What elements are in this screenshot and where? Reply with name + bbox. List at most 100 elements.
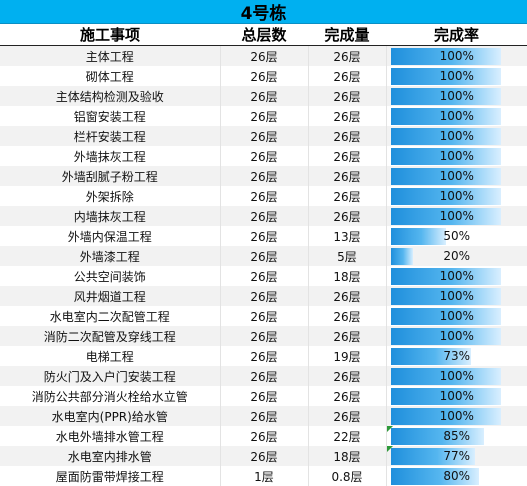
- cell-rate: 100%: [386, 366, 527, 386]
- cell-done: 0.8层: [308, 466, 386, 486]
- cell-total: 26层: [220, 426, 308, 446]
- cell-total: 26层: [220, 86, 308, 106]
- cell-rate: 100%: [386, 86, 527, 106]
- cell-rate: 50%: [386, 226, 527, 246]
- cell-rate: 77%: [386, 446, 527, 466]
- cell-total: 26层: [220, 346, 308, 366]
- cell-rate: 100%: [386, 186, 527, 206]
- building-title: 4号栋: [0, 0, 527, 24]
- rate-value: 100%: [440, 149, 474, 163]
- rate-value: 100%: [440, 209, 474, 223]
- cell-item: 主体结构检测及验收: [0, 86, 220, 106]
- cell-item: 栏杆安装工程: [0, 126, 220, 146]
- cell-done: 26层: [308, 286, 386, 306]
- rate-value: 100%: [440, 189, 474, 203]
- cell-rate: 100%: [386, 146, 527, 166]
- cell-rate: 100%: [386, 386, 527, 406]
- cell-done: 26层: [308, 146, 386, 166]
- cell-rate: 100%: [386, 326, 527, 346]
- cell-done: 26层: [308, 86, 386, 106]
- cell-done: 26层: [308, 126, 386, 146]
- header-row: 施工事项 总层数 完成量 完成率: [0, 24, 527, 46]
- cell-item: 风井烟道工程: [0, 286, 220, 306]
- cell-total: 26层: [220, 306, 308, 326]
- cell-rate: 73%: [386, 346, 527, 366]
- cell-rate: 80%: [386, 466, 527, 486]
- comment-marker-icon: [387, 446, 393, 452]
- cell-done: 22层: [308, 426, 386, 446]
- rate-value: 100%: [440, 69, 474, 83]
- cell-rate: 100%: [386, 406, 527, 426]
- cell-done: 26层: [308, 186, 386, 206]
- cell-rate: 20%: [386, 246, 527, 266]
- cell-done: 26层: [308, 46, 386, 67]
- cell-total: 26层: [220, 66, 308, 86]
- cell-total: 1层: [220, 466, 308, 486]
- cell-item: 消防公共部分消火栓给水立管: [0, 386, 220, 406]
- cell-item: 砌体工程: [0, 66, 220, 86]
- rate-value: 73%: [443, 349, 470, 363]
- cell-rate: 100%: [386, 166, 527, 186]
- cell-item: 外墙内保温工程: [0, 226, 220, 246]
- cell-item: 公共空间装饰: [0, 266, 220, 286]
- cell-rate: 100%: [386, 66, 527, 86]
- cell-item: 水电室内(PPR)给水管: [0, 406, 220, 426]
- rate-value: 77%: [443, 449, 470, 463]
- cell-item: 主体工程: [0, 46, 220, 67]
- cell-done: 26层: [308, 106, 386, 126]
- rate-value: 100%: [440, 169, 474, 183]
- cell-done: 26层: [308, 386, 386, 406]
- rate-value: 100%: [440, 49, 474, 63]
- progress-bar-fill: [391, 228, 446, 245]
- cell-done: 26层: [308, 306, 386, 326]
- rate-value: 100%: [440, 129, 474, 143]
- rate-value: 100%: [440, 329, 474, 343]
- cell-done: 26层: [308, 166, 386, 186]
- cell-rate: 100%: [386, 206, 527, 226]
- cell-rate: 100%: [386, 306, 527, 326]
- cell-total: 26层: [220, 406, 308, 426]
- cell-item: 外架拆除: [0, 186, 220, 206]
- header-total: 总层数: [220, 24, 308, 46]
- rate-value: 50%: [443, 229, 470, 243]
- rate-value: 100%: [440, 369, 474, 383]
- cell-rate: 100%: [386, 46, 527, 67]
- cell-total: 26层: [220, 226, 308, 246]
- rate-value: 100%: [440, 409, 474, 423]
- cell-done: 26层: [308, 206, 386, 226]
- cell-total: 26层: [220, 326, 308, 346]
- cell-item: 外墙抹灰工程: [0, 146, 220, 166]
- cell-done: 26层: [308, 66, 386, 86]
- cell-item: 屋面防雷带焊接工程: [0, 466, 220, 486]
- cell-rate: 85%: [386, 426, 527, 446]
- progress-bar-fill: [391, 248, 413, 265]
- cell-done: 26层: [308, 326, 386, 346]
- cell-done: 18层: [308, 266, 386, 286]
- cell-total: 26层: [220, 126, 308, 146]
- cell-total: 26层: [220, 246, 308, 266]
- cell-total: 26层: [220, 186, 308, 206]
- rate-value: 100%: [440, 309, 474, 323]
- cell-total: 26层: [220, 146, 308, 166]
- cell-item: 消防二次配管及穿线工程: [0, 326, 220, 346]
- cell-item: 内墙抹灰工程: [0, 206, 220, 226]
- cell-done: 26层: [308, 366, 386, 386]
